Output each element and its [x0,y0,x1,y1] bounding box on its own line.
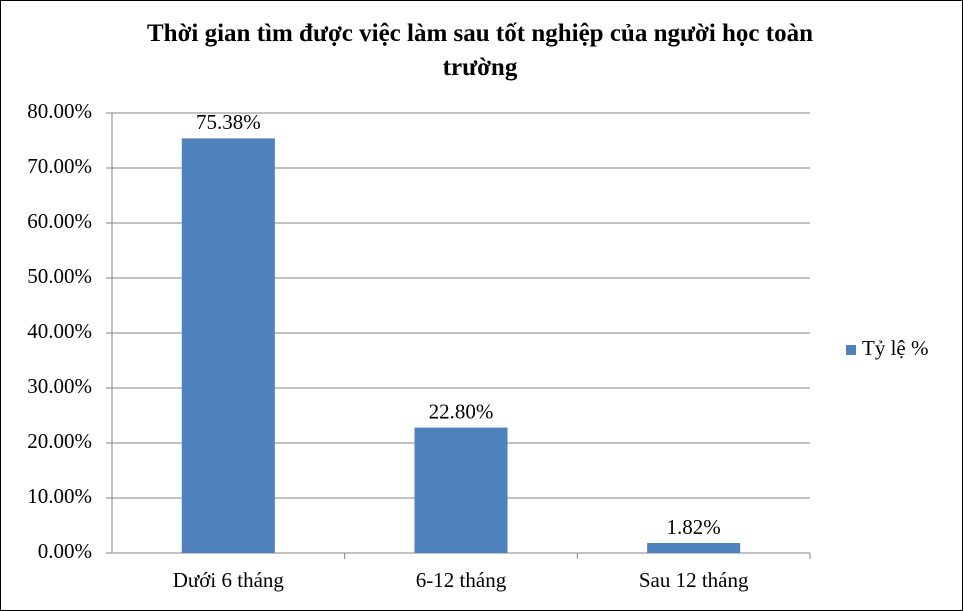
y-tick-label: 20.00% [27,429,92,453]
value-label: 22.80% [429,399,494,423]
bar [181,138,275,553]
chart-title: Thời gian tìm được việc làm sau tốt nghi… [146,20,814,81]
x-tick-label: 6-12 tháng [416,568,507,592]
y-tick-label: 70.00% [27,154,92,178]
value-label: 1.82% [667,515,721,539]
x-tick-label: Sau 12 tháng [639,568,749,592]
value-label: 75.38% [196,110,261,134]
y-tick-label: 0.00% [38,539,92,563]
y-tick-label: 80.00% [27,99,92,123]
bar [647,542,741,553]
y-tick-label: 40.00% [27,319,92,343]
legend-label: Tỷ lệ % [862,336,928,360]
y-tick-label: 60.00% [27,209,92,233]
bar [414,427,508,553]
y-tick-label: 10.00% [27,484,92,508]
y-tick-label: 50.00% [27,264,92,288]
x-tick-label: Dưới 6 tháng [173,568,285,592]
y-tick-label: 30.00% [27,374,92,398]
legend-swatch [846,345,856,355]
